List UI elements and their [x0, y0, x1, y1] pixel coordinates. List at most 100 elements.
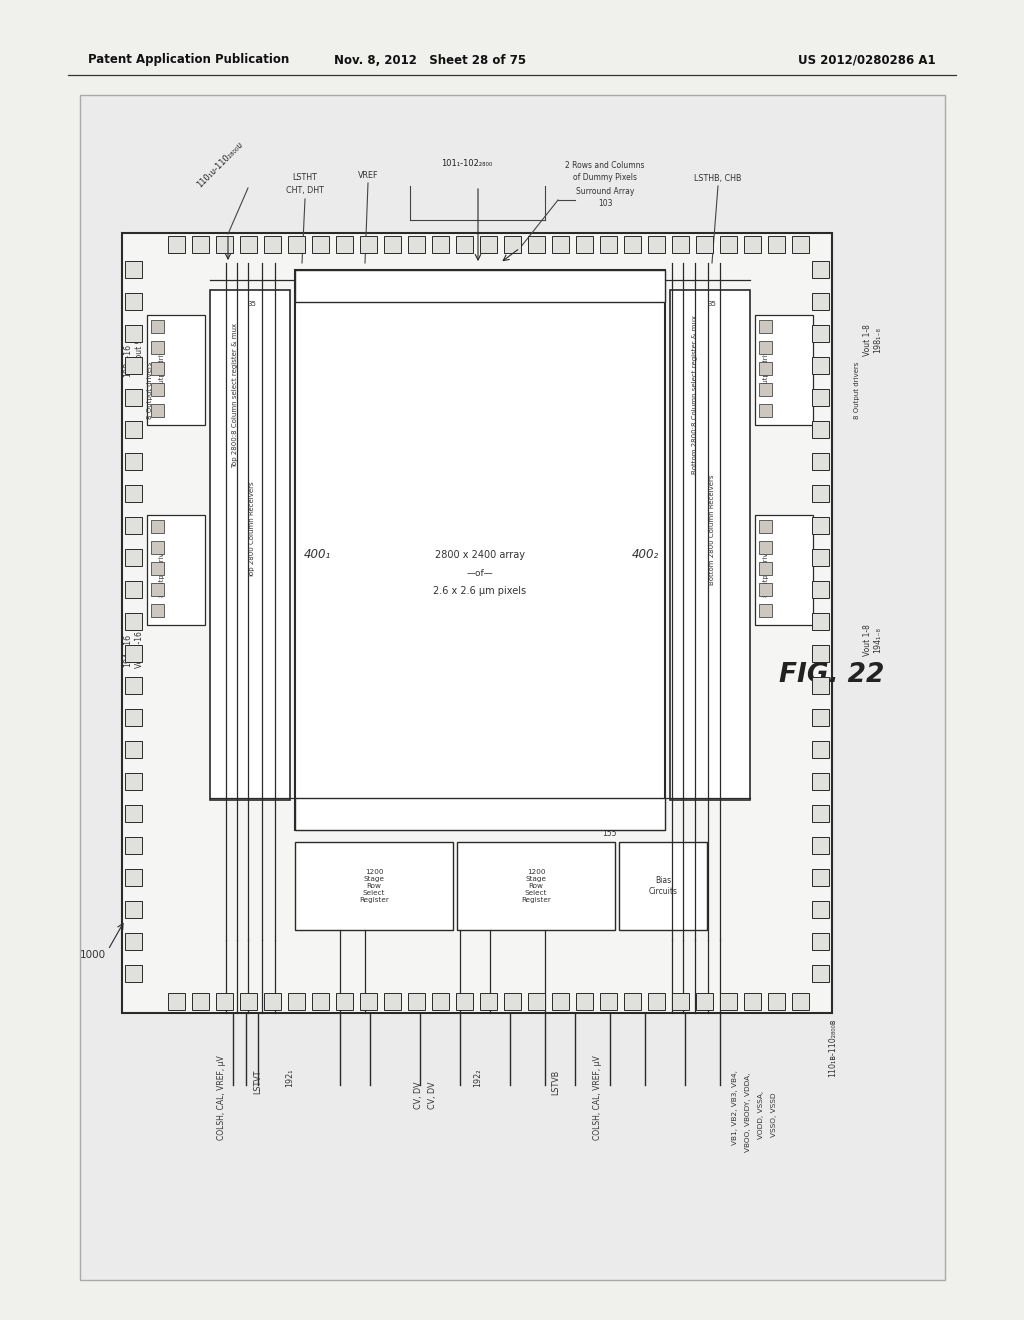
- Bar: [456, 993, 473, 1010]
- Text: 8 Output drivers: 8 Output drivers: [159, 341, 165, 395]
- Bar: [755, 315, 813, 425]
- Bar: [408, 236, 425, 253]
- Bar: [812, 484, 829, 502]
- Bar: [670, 290, 750, 800]
- Bar: [432, 993, 449, 1010]
- Bar: [648, 236, 665, 253]
- Bar: [720, 993, 737, 1010]
- Bar: [216, 993, 233, 1010]
- Text: Vout 9-16: Vout 9-16: [135, 631, 144, 668]
- Bar: [193, 236, 209, 253]
- Bar: [193, 993, 209, 1010]
- Text: Bias
Circuits: Bias Circuits: [648, 876, 678, 896]
- Text: Vout 1-8: Vout 1-8: [862, 624, 871, 656]
- Bar: [575, 993, 593, 1010]
- Bar: [552, 993, 569, 1010]
- Bar: [755, 515, 813, 624]
- Bar: [575, 236, 593, 253]
- Text: VREF: VREF: [357, 170, 378, 180]
- Text: CHT, DHT: CHT, DHT: [286, 186, 324, 195]
- Bar: [125, 453, 142, 470]
- Bar: [528, 993, 545, 1010]
- Bar: [504, 993, 521, 1010]
- Text: 35: 35: [475, 810, 484, 817]
- Text: VBOO, VBODY, VDDA,: VBOO, VBODY, VDDA,: [745, 1072, 751, 1151]
- Bar: [759, 583, 772, 597]
- Bar: [408, 993, 425, 1010]
- Bar: [768, 236, 785, 253]
- Text: 400₂: 400₂: [632, 549, 658, 561]
- Bar: [240, 993, 257, 1010]
- Bar: [125, 965, 142, 982]
- Bar: [812, 933, 829, 950]
- Bar: [480, 236, 497, 253]
- Bar: [552, 236, 569, 253]
- Bar: [125, 293, 142, 310]
- Bar: [384, 236, 401, 253]
- Bar: [812, 709, 829, 726]
- Text: Top 2800:8 Column select register & mux: Top 2800:8 Column select register & mux: [232, 322, 238, 467]
- Bar: [812, 389, 829, 407]
- Bar: [812, 421, 829, 438]
- Bar: [812, 261, 829, 279]
- Bar: [240, 236, 257, 253]
- Bar: [812, 356, 829, 374]
- Bar: [288, 236, 305, 253]
- Text: Bottom 2800:8 Column select register & mux: Bottom 2800:8 Column select register & m…: [692, 315, 698, 474]
- Bar: [125, 261, 142, 279]
- Bar: [812, 741, 829, 758]
- Bar: [812, 293, 829, 310]
- Text: COLSH, CAL, VREF, µV: COLSH, CAL, VREF, µV: [217, 1056, 226, 1140]
- Bar: [812, 549, 829, 566]
- Bar: [151, 562, 164, 576]
- Bar: [812, 837, 829, 854]
- Bar: [125, 709, 142, 726]
- Bar: [812, 869, 829, 886]
- Bar: [168, 236, 185, 253]
- Text: of Dummy Pixels: of Dummy Pixels: [573, 173, 637, 182]
- Text: 2.6 x 2.6 µm pixels: 2.6 x 2.6 µm pixels: [433, 586, 526, 597]
- Text: 192₁: 192₁: [286, 1069, 295, 1088]
- Bar: [759, 319, 772, 333]
- Bar: [720, 236, 737, 253]
- Bar: [672, 236, 689, 253]
- Text: Patent Application Publication: Patent Application Publication: [88, 54, 289, 66]
- Bar: [759, 362, 772, 375]
- Bar: [125, 741, 142, 758]
- Bar: [125, 774, 142, 789]
- Bar: [125, 612, 142, 630]
- Text: 35: 35: [475, 282, 484, 288]
- Bar: [210, 290, 290, 800]
- Bar: [696, 993, 713, 1010]
- Bar: [288, 993, 305, 1010]
- Text: VB1, VB2, VB3, VB4,: VB1, VB2, VB3, VB4,: [732, 1071, 738, 1146]
- Text: CV, DV: CV, DV: [427, 1081, 436, 1109]
- Bar: [812, 805, 829, 822]
- Text: 1200
Stage
Row
Select
Register: 1200 Stage Row Select Register: [521, 869, 551, 903]
- Text: 8 Output drivers: 8 Output drivers: [854, 362, 860, 418]
- Bar: [457, 842, 615, 931]
- Bar: [812, 517, 829, 535]
- Bar: [812, 965, 829, 982]
- Bar: [768, 993, 785, 1010]
- Bar: [336, 236, 353, 253]
- Bar: [792, 993, 809, 1010]
- Text: VSSO, VSSD: VSSO, VSSD: [771, 1093, 777, 1138]
- Text: Vout 1-8: Vout 1-8: [862, 325, 871, 356]
- Bar: [696, 236, 713, 253]
- Bar: [456, 236, 473, 253]
- Bar: [672, 993, 689, 1010]
- Bar: [147, 515, 205, 624]
- Bar: [125, 645, 142, 663]
- Bar: [216, 236, 233, 253]
- Bar: [384, 993, 401, 1010]
- Text: 8 Output drivers: 8 Output drivers: [763, 543, 769, 598]
- Bar: [759, 383, 772, 396]
- Text: LSTVT: LSTVT: [254, 1069, 262, 1094]
- Text: 1000: 1000: [80, 950, 106, 960]
- Text: 101₁-102₂₈₀₀: 101₁-102₂₈₀₀: [441, 158, 493, 168]
- Bar: [125, 805, 142, 822]
- Text: 1200
Stage
Row
Select
Register: 1200 Stage Row Select Register: [359, 869, 389, 903]
- Text: 194₁₋₈: 194₁₋₈: [873, 627, 883, 653]
- Bar: [125, 869, 142, 886]
